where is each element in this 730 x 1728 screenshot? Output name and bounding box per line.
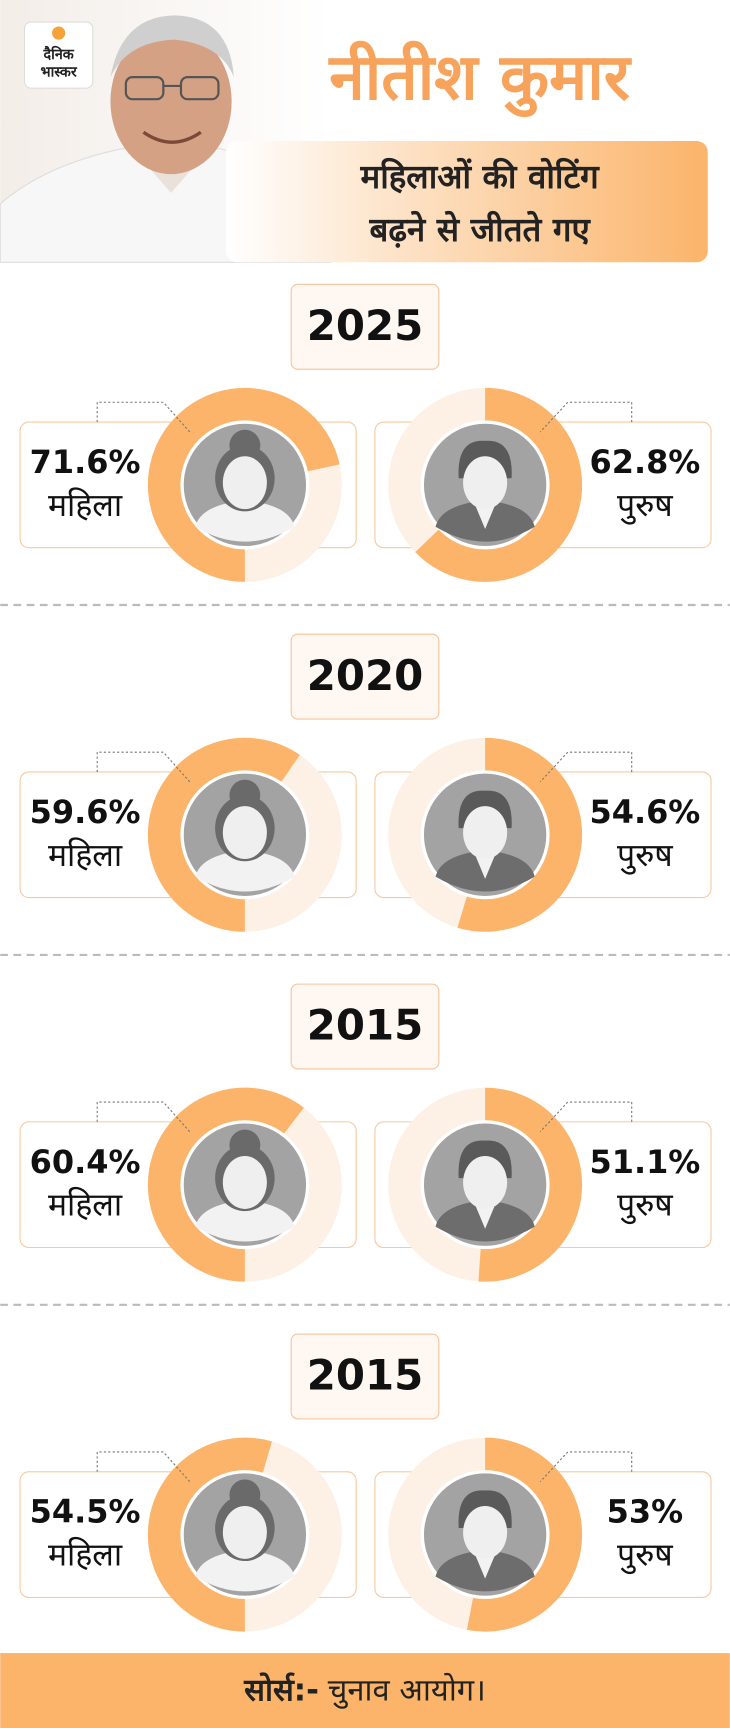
year: 2015: [307, 1351, 424, 1400]
avatar-face: [222, 806, 267, 860]
avatar-face: [463, 456, 508, 510]
avatar-face: [463, 1156, 508, 1209]
connector: [96, 751, 191, 783]
year-box: [290, 633, 440, 720]
avatar-body: [195, 1550, 295, 1592]
avatar-female: [180, 1120, 310, 1250]
percent: 54.5%: [30, 1493, 141, 1531]
percent: 59.6%: [30, 793, 141, 831]
photo-hair: [110, 15, 234, 78]
avatar-shirt: [474, 502, 497, 529]
connector: [96, 1451, 191, 1483]
gender: पुरुष: [617, 486, 673, 525]
percent: 51.1%: [590, 1143, 701, 1181]
percent: 60.4%: [30, 1143, 141, 1181]
avatar-face: [222, 456, 267, 510]
sections: 2025 71.6% महिला 62.8% पुरुष 2020 59.6% महिला 54…: [0, 283, 730, 1632]
source: चुनाव आयोग।: [328, 1672, 486, 1709]
avatar-face: [463, 806, 508, 860]
avatar-male: [420, 1120, 550, 1250]
gender: महिला: [48, 836, 123, 874]
donut-arc: [457, 737, 583, 932]
avatar-female: [180, 1470, 310, 1600]
donut-arc: [415, 387, 583, 582]
year: 2020: [307, 651, 424, 700]
logo-sun: [52, 26, 66, 40]
percent: 62.8%: [590, 443, 701, 481]
year-box: [290, 283, 440, 370]
avatar-male: [420, 770, 550, 900]
photo-smile: [142, 130, 202, 144]
gender: महिला: [48, 1186, 123, 1224]
gender: महिला: [48, 486, 123, 524]
connector: [539, 1101, 633, 1133]
logo-text: भास्कर: [41, 65, 78, 81]
donut-arc: [147, 1087, 304, 1282]
subtitle-bar: [226, 141, 708, 263]
avatar-body: [195, 850, 295, 892]
gender: महिला: [48, 1536, 123, 1574]
donut-arc: [147, 387, 340, 582]
donut-arc: [466, 1437, 583, 1632]
percent: 53%: [607, 1493, 683, 1531]
year: 2025: [307, 301, 424, 350]
avatar-body: [195, 500, 295, 542]
footer-bar: [0, 1653, 730, 1728]
logo-box: [23, 21, 94, 89]
photo-glasses: [124, 76, 220, 101]
connector: [96, 401, 191, 433]
avatar-face: [463, 1505, 508, 1559]
year-box: [290, 983, 440, 1070]
photo-face: [110, 28, 232, 175]
gender: पुरुष: [617, 1536, 673, 1575]
donut-arc: [147, 737, 300, 932]
connector: [539, 1451, 633, 1483]
gender: पुरुष: [617, 836, 673, 875]
avatar-female: [180, 770, 310, 900]
year-box: [290, 1333, 440, 1420]
logo-text: दैनिक: [43, 45, 75, 63]
gender: पुरुष: [617, 1186, 673, 1225]
percent: 71.6%: [30, 443, 141, 481]
connector: [539, 401, 633, 433]
subtitle: महिलाओं की वोटिंग: [359, 157, 600, 196]
avatar-male: [420, 1470, 550, 1600]
connector: [96, 1101, 191, 1133]
donut-arc: [478, 1087, 583, 1282]
connector: [539, 751, 633, 783]
avatar-shirt: [474, 852, 497, 879]
footer-text: सोर्स:- चुनाव आयोग।: [243, 1671, 486, 1709]
avatar-male: [420, 420, 550, 550]
year: 2015: [307, 1001, 424, 1050]
avatar-shirt: [474, 1552, 497, 1579]
source-label: सोर्स:-: [243, 1671, 319, 1708]
avatar-body: [195, 1200, 295, 1242]
title: नीतीश कुमार: [328, 40, 633, 118]
avatar-face: [222, 1505, 267, 1559]
subtitle: बढ़ने से जीतते गए: [368, 210, 591, 249]
avatar-shirt: [474, 1202, 497, 1229]
avatar-female: [180, 420, 310, 550]
percent: 54.6%: [590, 793, 701, 831]
donut-arc: [147, 1437, 272, 1632]
avatar-face: [222, 1156, 267, 1209]
